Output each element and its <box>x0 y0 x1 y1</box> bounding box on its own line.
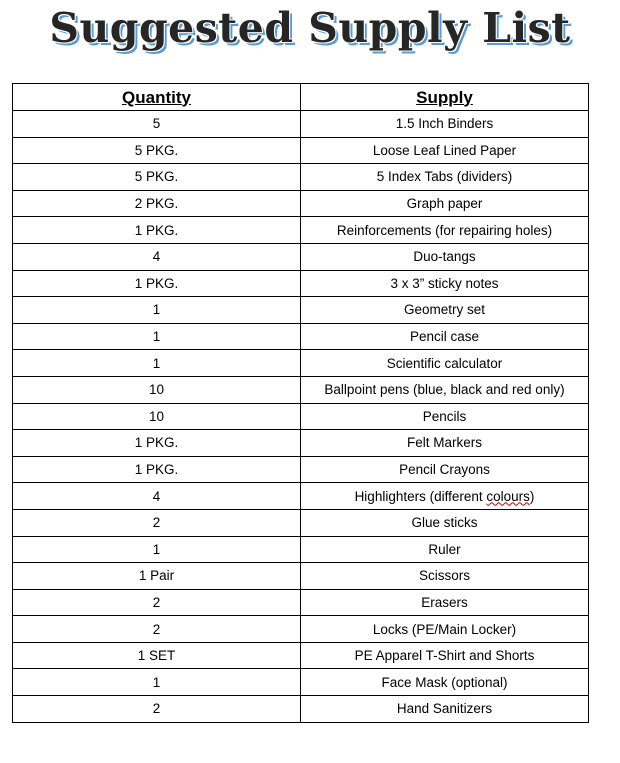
supply-cell: Glue sticks <box>300 508 589 537</box>
supply-cell: Graph paper <box>300 189 589 218</box>
quantity-cell: 5 <box>12 110 301 138</box>
quantity-cell: 4 <box>12 242 301 271</box>
quantity-cell: 1 SET <box>12 641 301 670</box>
supply-cell: Erasers <box>300 588 589 617</box>
supply-cell: Scientific calculator <box>300 349 589 377</box>
quantity-cell: 1 <box>12 535 301 564</box>
table-row: 2 Hand Sanitizers <box>12 695 589 723</box>
quantity-cell: 1 PKG. <box>12 455 301 484</box>
table-row: 5 1.5 Inch Binders <box>12 110 589 138</box>
table-row: 1 PKG. 3 x 3” sticky notes <box>12 269 589 298</box>
table-row: 1 Geometry set <box>12 296 589 324</box>
quantity-cell: 2 <box>12 615 301 643</box>
supply-cell: Pencil case <box>300 322 589 351</box>
supply-cell: Duo-tangs <box>300 242 589 271</box>
table-row: 4 Duo-tangs <box>12 242 589 271</box>
supply-cell: Hand Sanitizers <box>300 695 589 723</box>
table-row: 1 PKG. Pencil Crayons <box>12 455 589 484</box>
supply-cell: 5 Index Tabs (dividers) <box>300 163 589 191</box>
quantity-cell: 2 <box>12 695 301 723</box>
page-title: Suggested Supply List <box>49 4 571 52</box>
supply-cell: Pencils <box>300 402 589 431</box>
supply-cell: Ruler <box>300 535 589 564</box>
header-quantity: Quantity <box>12 83 301 111</box>
table-row: 2 Erasers <box>12 588 589 617</box>
table-row: 2 Glue sticks <box>12 508 589 537</box>
supply-cell: Geometry set <box>300 296 589 324</box>
table-row: 2 PKG. Graph paper <box>12 189 589 218</box>
supply-cell: 1.5 Inch Binders <box>300 110 589 138</box>
table-row: 1 Scientific calculator <box>12 349 589 377</box>
quantity-cell: 4 <box>12 482 301 510</box>
quantity-cell: 10 <box>12 402 301 431</box>
table-row: 4 Highlighters (different colours) <box>12 482 589 510</box>
table-row: 1 PKG. Reinforcements (for repairing hole… <box>12 216 589 244</box>
quantity-cell: 1 <box>12 349 301 377</box>
table-row: 1 PKG. Felt Markers <box>12 429 589 457</box>
table-row: 1 SET PE Apparel T-Shirt and Shorts <box>12 641 589 670</box>
quantity-cell: 1 Pair <box>12 562 301 590</box>
quantity-cell: 10 <box>12 375 301 404</box>
quantity-cell: 2 <box>12 588 301 617</box>
quantity-cell: 1 <box>12 322 301 351</box>
supply-cell: Locks (PE/Main Locker) <box>300 615 589 643</box>
header-supply: Supply <box>300 83 589 111</box>
supply-cell: Scissors <box>300 562 589 590</box>
supply-cell: 3 x 3” sticky notes <box>300 269 589 298</box>
quantity-cell: 2 PKG. <box>12 189 301 218</box>
quantity-cell: 5 PKG. <box>12 163 301 191</box>
table-row: 1 Ruler <box>12 535 589 564</box>
supply-cell: Highlighters (different colours) <box>300 482 589 510</box>
quantity-cell: 1 <box>12 296 301 324</box>
table-row: 10 Pencils <box>12 402 589 431</box>
quantity-cell: 1 PKG. <box>12 216 301 244</box>
supply-cell: Loose Leaf Lined Paper <box>300 136 589 165</box>
supply-cell: PE Apparel T-Shirt and Shorts <box>300 641 589 670</box>
table-row: 2 Locks (PE/Main Locker) <box>12 615 589 643</box>
quantity-cell: 2 <box>12 508 301 537</box>
supply-cell: Felt Markers <box>300 429 589 457</box>
table-row: 1 Face Mask (optional) <box>12 668 589 697</box>
table-row: 5 PKG. 5 Index Tabs (dividers) <box>12 163 589 191</box>
table-row: 1 Pair Scissors <box>12 562 589 590</box>
supply-cell: Pencil Crayons <box>300 455 589 484</box>
table-row: 1 Pencil case <box>12 322 589 351</box>
supply-cell: Ballpoint pens (blue, black and red only… <box>300 375 589 404</box>
supply-cell: Reinforcements (for repairing holes) <box>300 216 589 244</box>
quantity-cell: 1 <box>12 668 301 697</box>
quantity-cell: 1 PKG. <box>12 429 301 457</box>
supply-cell: Face Mask (optional) <box>300 668 589 697</box>
table-header-row: Quantity Supply <box>12 83 589 111</box>
quantity-cell: 1 PKG. <box>12 269 301 298</box>
quantity-cell: 5 PKG. <box>12 136 301 165</box>
supply-table: Quantity Supply 5 1.5 Inch Binders 5 PKG. L… <box>12 83 589 723</box>
spellcheck-mark: colours <box>486 488 530 504</box>
table-row: 5 PKG. Loose Leaf Lined Paper <box>12 136 589 165</box>
table-row: 10 Ballpoint pens (blue, black and red on… <box>12 375 589 404</box>
